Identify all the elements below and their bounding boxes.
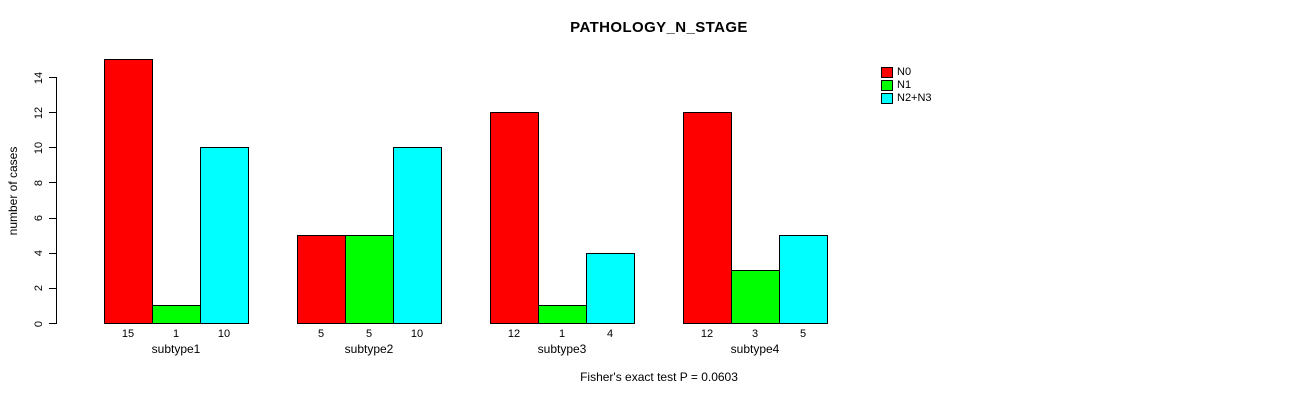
bar-N1-subtype4 bbox=[731, 270, 780, 324]
bar-N2+N3-subtype2 bbox=[393, 147, 442, 324]
bar-value-label: 5 bbox=[365, 328, 373, 340]
category-label-subtype3: subtype3 bbox=[537, 342, 587, 356]
y-tick-label: 6 bbox=[33, 215, 45, 222]
y-tick-label: 2 bbox=[33, 285, 45, 292]
y-axis-line bbox=[56, 77, 57, 324]
bar-value-label: 1 bbox=[558, 328, 566, 340]
y-tick-mark bbox=[49, 182, 56, 184]
y-tick-mark bbox=[49, 147, 56, 149]
y-tick-mark bbox=[49, 217, 56, 219]
bar-value-label: 4 bbox=[606, 328, 614, 340]
category-label-subtype2: subtype2 bbox=[344, 342, 394, 356]
stats-annotation: Fisher's exact test P = 0.0603 bbox=[580, 370, 738, 384]
y-tick-label: 14 bbox=[33, 71, 45, 84]
bar-N0-subtype4 bbox=[683, 112, 732, 324]
y-tick-mark bbox=[49, 77, 56, 78]
bar-value-label: 5 bbox=[317, 328, 325, 340]
bar-value-label: 10 bbox=[217, 328, 231, 340]
bar-value-label: 10 bbox=[410, 328, 424, 340]
bar-value-label: 12 bbox=[700, 328, 714, 340]
y-tick-label: 0 bbox=[33, 320, 45, 327]
legend-label-N2+N3: N2+N3 bbox=[897, 92, 932, 104]
y-tick-label: 10 bbox=[33, 141, 45, 154]
category-label-subtype1: subtype1 bbox=[151, 342, 201, 356]
legend-swatch-N2+N3 bbox=[881, 93, 893, 104]
bar-value-label: 1 bbox=[172, 328, 180, 340]
bar-N2+N3-subtype1 bbox=[200, 147, 249, 324]
legend-swatch-N0 bbox=[881, 67, 893, 78]
bar-N2+N3-subtype4 bbox=[779, 235, 828, 324]
y-axis-title: number of cases bbox=[6, 146, 20, 236]
bar-N1-subtype3 bbox=[538, 305, 587, 324]
legend-label-N0: N0 bbox=[897, 66, 912, 78]
y-tick-label: 12 bbox=[33, 106, 45, 119]
legend-label-N1: N1 bbox=[897, 79, 912, 91]
category-label-subtype4: subtype4 bbox=[730, 342, 780, 356]
y-tick-label: 4 bbox=[33, 250, 45, 257]
bar-N0-subtype3 bbox=[490, 112, 539, 324]
bar-N1-subtype1 bbox=[152, 305, 201, 324]
legend-swatch-N1 bbox=[881, 80, 893, 91]
y-tick-mark bbox=[49, 252, 56, 254]
bar-N2+N3-subtype3 bbox=[586, 252, 635, 324]
bar-value-label: 12 bbox=[507, 328, 521, 340]
bar-value-label: 15 bbox=[121, 328, 135, 340]
bar-value-label: 3 bbox=[751, 328, 759, 340]
y-tick-mark bbox=[49, 287, 56, 289]
bar-N0-subtype2 bbox=[297, 235, 346, 324]
bar-N1-subtype2 bbox=[345, 235, 394, 324]
y-tick-label: 8 bbox=[33, 179, 45, 186]
bar-value-label: 5 bbox=[799, 328, 807, 340]
y-tick-mark bbox=[49, 323, 56, 324]
chart-title: PATHOLOGY_N_STAGE bbox=[570, 19, 748, 36]
bar-N0-subtype1 bbox=[104, 59, 153, 324]
y-tick-mark bbox=[49, 112, 56, 114]
